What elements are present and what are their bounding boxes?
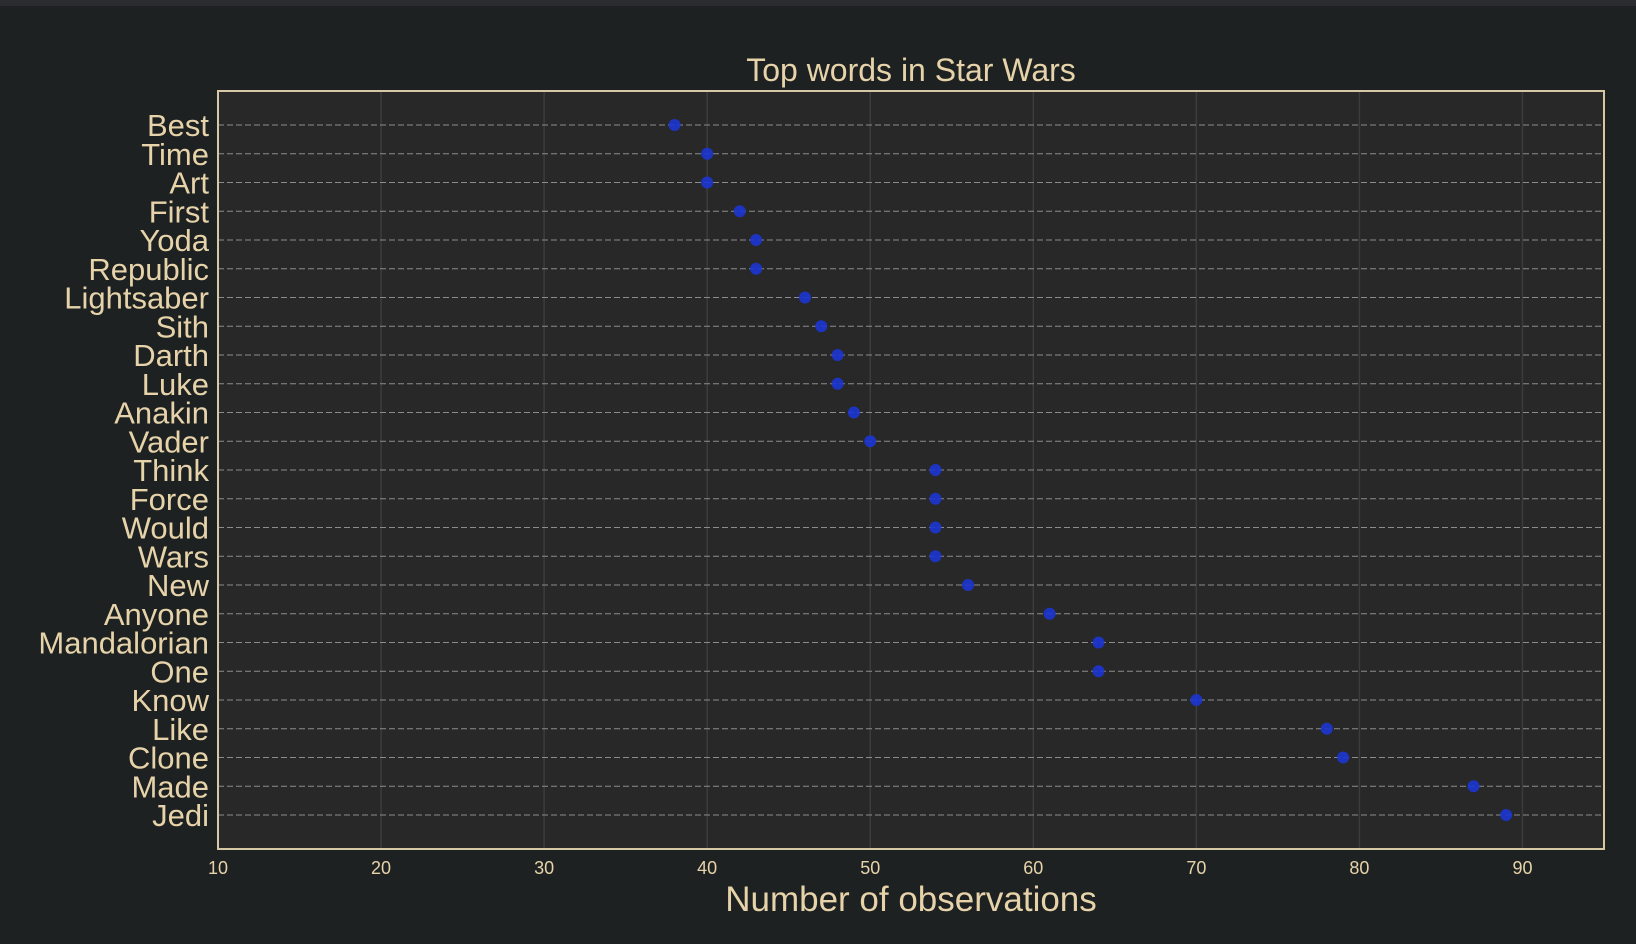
y-tick-label: Anyone (104, 597, 209, 632)
y-tick-label: Know (131, 683, 209, 718)
y-tick-label: Like (152, 712, 209, 747)
data-point (799, 291, 812, 304)
data-point (962, 579, 975, 591)
y-tick-label: Yoda (139, 223, 209, 258)
data-point (831, 349, 844, 361)
y-tick-label: Force (130, 482, 209, 517)
data-point (750, 234, 763, 246)
data-point (1320, 722, 1333, 735)
data-point (929, 550, 942, 563)
data-point (733, 205, 746, 218)
y-tick-label: Made (131, 769, 209, 804)
data-point (1467, 780, 1480, 793)
y-tick-label: Republic (88, 252, 209, 287)
data-point (831, 377, 844, 390)
y-tick-label: Jedi (152, 798, 209, 833)
horizontal-gridlines (218, 124, 1604, 816)
data-point (1500, 809, 1513, 821)
vertical-gridlines (380, 91, 1524, 849)
data-point (701, 147, 714, 160)
data-points (668, 119, 1513, 821)
data-point (1092, 665, 1105, 678)
chart-title: Top words in Star Wars (746, 52, 1076, 88)
y-tick-label: First (149, 194, 210, 229)
x-tick-label: 60 (1023, 858, 1043, 878)
y-axis: BestTimeArtFirstYodaRepublicLightsaberSi… (38, 108, 209, 833)
y-tick-label: Think (133, 453, 209, 488)
data-point (701, 176, 714, 189)
x-tick-label: 90 (1512, 858, 1532, 878)
plot-frame (217, 90, 1605, 850)
x-tick-label: 20 (371, 858, 391, 878)
x-axis: 10 20 30 40 50 60 70 80 90 (208, 858, 1533, 878)
data-point (1337, 751, 1350, 764)
y-tick-label: Time (141, 137, 209, 172)
x-tick-label: 30 (534, 858, 554, 878)
data-point (750, 262, 763, 275)
data-point (847, 406, 860, 419)
y-tick-label: Mandalorian (38, 626, 209, 661)
y-tick-label: One (150, 654, 209, 689)
data-point (1190, 694, 1203, 706)
window-top-strip (0, 0, 1636, 6)
y-tick-label: Anakin (114, 396, 209, 431)
y-tick-label: Darth (133, 338, 209, 373)
data-point (668, 119, 681, 131)
x-axis-label: Number of observations (725, 880, 1097, 919)
y-tick-label: Best (147, 108, 209, 143)
y-tick-label: Luke (142, 367, 209, 402)
data-point (929, 464, 942, 476)
x-tick-label: 70 (1186, 858, 1206, 878)
data-point (864, 435, 877, 448)
data-point (1092, 636, 1105, 649)
y-tick-label: Art (169, 166, 209, 201)
x-tick-label: 50 (860, 858, 880, 878)
y-tick-label: Sith (156, 309, 209, 344)
data-point (815, 320, 828, 333)
data-point (929, 492, 942, 505)
x-tick-label: 40 (697, 858, 717, 878)
data-point (1043, 607, 1056, 620)
x-tick-label: 80 (1349, 858, 1369, 878)
data-point (929, 521, 942, 534)
y-tick-label: Wars (138, 539, 209, 574)
y-tick-label: Vader (129, 424, 209, 459)
y-tick-label: Would (122, 511, 209, 546)
y-tick-label: Lightsaber (64, 281, 209, 316)
x-tick-label: 10 (208, 858, 228, 878)
y-tick-label: New (147, 568, 210, 603)
y-tick-label: Clone (128, 741, 209, 776)
